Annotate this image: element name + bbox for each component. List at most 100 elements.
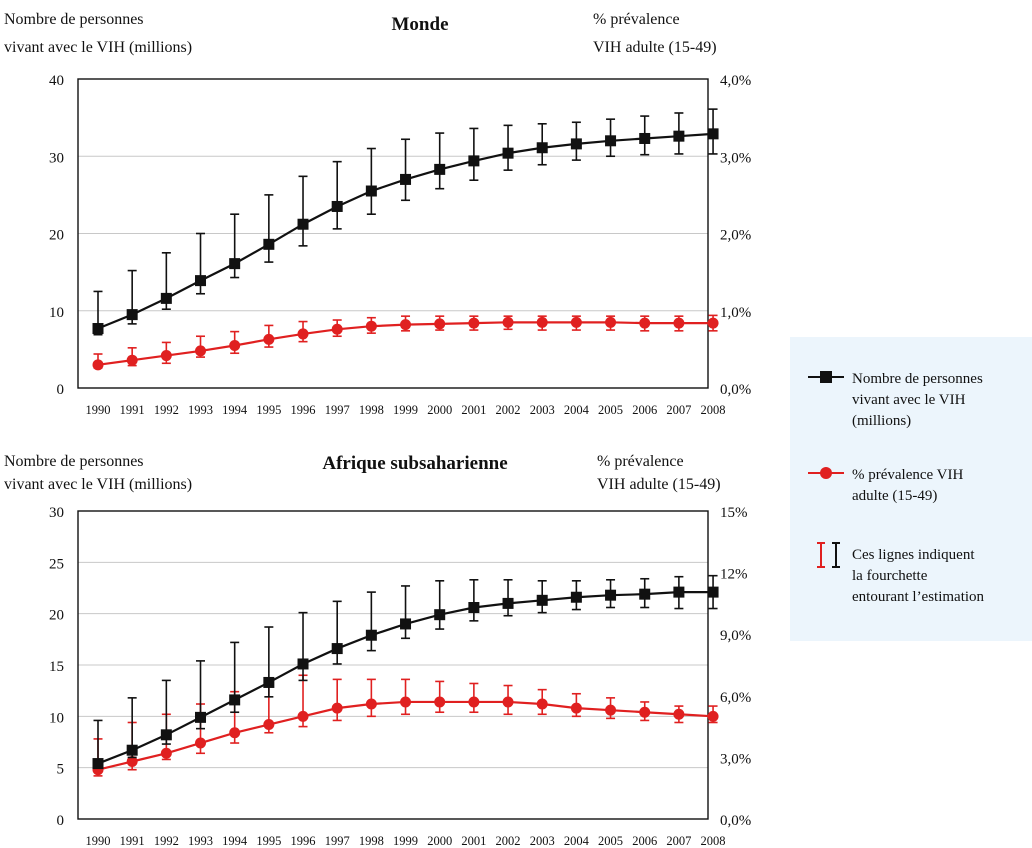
chart-1-right-tick-label: 4,0%	[720, 73, 751, 89]
chart-2-x-tick-label: 1998	[359, 834, 384, 848]
chart-1-right-tick-label: 1,0%	[720, 305, 751, 321]
chart-2-count-point	[195, 711, 207, 723]
chart-2-count-point	[263, 676, 275, 688]
chart-2-count-point	[707, 586, 719, 598]
chart-1-right-axis-title-line-2: VIH adulte (15-49)	[593, 39, 717, 56]
chart-2-count-point	[365, 629, 377, 641]
chart-1-x-tick-label: 1995	[256, 403, 281, 417]
chart-2-count-point	[639, 588, 651, 600]
chart-1-x-tick-label: 1998	[359, 403, 384, 417]
chart-2-x-tick-label: 2003	[530, 834, 555, 848]
chart-2-prevalence-point	[673, 708, 685, 720]
chart-1-x-tick-label: 1994	[222, 403, 248, 417]
chart-2-prevalence-point	[160, 747, 172, 759]
chart-2-prevalence-point	[195, 737, 207, 749]
chart-1-prevalence-point	[195, 345, 207, 357]
chart-2-count-point	[434, 609, 446, 621]
chart-1-x-tick-label: 2000	[427, 403, 452, 417]
chart-1-left-tick-label: 20	[49, 228, 64, 244]
chart-1-count-point	[605, 135, 617, 147]
chart-1-count-point	[331, 200, 343, 212]
chart-1-count-point	[502, 147, 514, 159]
chart-1-left-axis-title-line-2: vivant avec le VIH (millions)	[4, 39, 192, 56]
chart-2-count-point	[400, 618, 412, 630]
chart-1-x-tick-label: 2007	[666, 403, 691, 417]
chart-2-title: Afrique subsaharienne	[322, 453, 507, 474]
chart-monde: Monde Nombre de personnes vivant avec le…	[4, 11, 751, 417]
chart-2-prevalence-point	[570, 702, 582, 714]
legend-range-label-2: la fourchette	[852, 568, 928, 584]
chart-2-plot-area: 0 5 10 15 20 25 30 0,0% 3,0% 6,0% 9,0% 12% 15% 1990 19…	[49, 505, 751, 848]
chart-2-x-tick-label: 2007	[666, 834, 691, 848]
legend-count-label-2: vivant avec le VIH	[852, 392, 966, 408]
legend-red-error-bar-icon	[817, 542, 825, 568]
chart-2-right-tick-label: 0,0%	[720, 813, 751, 829]
chart-2-count-point	[229, 694, 241, 706]
chart-1-prevalence-point	[92, 359, 104, 371]
chart-2-left-axis-title-line-1: Nombre de personnes	[4, 453, 144, 470]
chart-2-left-tick-label: 25	[49, 556, 64, 572]
chart-1-x-tick-label: 1996	[291, 403, 316, 417]
charts-canvas: Monde Nombre de personnes vivant avec le…	[4, 11, 751, 848]
chart-1-prevalence-point	[536, 316, 548, 328]
chart-2-x-tick-label: 2000	[427, 834, 452, 848]
chart-1-count-point	[263, 238, 275, 250]
legend-prev-circle-marker	[820, 467, 832, 479]
chart-2-count-point	[468, 602, 480, 614]
chart-1-count-point	[707, 128, 719, 140]
chart-2-prevalence-point	[126, 756, 138, 768]
chart-2-x-tick-label: 1996	[291, 834, 316, 848]
chart-1-right-tick-label: 2,0%	[720, 228, 751, 244]
chart-2-right-tick-label: 6,0%	[720, 690, 751, 706]
chart-1-prevalence-point	[365, 320, 377, 332]
chart-1-prevalence-point	[297, 328, 309, 340]
chart-1-prevalence-point	[570, 316, 582, 328]
chart-1-left-tick-label: 10	[49, 305, 64, 321]
chart-2-right-tick-label: 3,0%	[720, 751, 751, 767]
chart-1-count-point	[365, 185, 377, 197]
chart-1-x-tick-label: 2004	[564, 403, 590, 417]
legend-prev-label-1: % prévalence VIH	[852, 467, 964, 483]
chart-2-x-tick-label: 2005	[598, 834, 623, 848]
chart-afrique-subsaharienne: Afrique subsaharienne Nombre de personne…	[4, 453, 751, 848]
legend-range-label-3: entourant l’estimation	[852, 589, 985, 605]
chart-1-x-tick-label: 1999	[393, 403, 418, 417]
chart-2-count-point	[297, 658, 309, 670]
chart-1-count-point	[126, 309, 138, 321]
chart-1-prevalence-point	[434, 318, 446, 330]
chart-1-count-point	[400, 173, 412, 185]
legend-graphics: Nombre de personnes vivant avec le VIH (…	[808, 371, 985, 605]
chart-1-prevalence-point	[400, 319, 412, 331]
chart-1-count-point	[92, 323, 104, 335]
chart-2-right-axis-title-line-2: VIH adulte (15-49)	[597, 476, 721, 493]
chart-1-count-point	[195, 275, 207, 287]
chart-1-x-tick-label: 2005	[598, 403, 623, 417]
legend-count-label-1: Nombre de personnes	[852, 371, 983, 387]
chart-2-right-tick-label: 9,0%	[720, 628, 751, 644]
chart-2-prevalence-point	[536, 698, 548, 710]
chart-1-count-point	[434, 163, 446, 175]
chart-2-prevalence-point	[605, 704, 617, 716]
chart-2-frame	[77, 510, 709, 820]
chart-2-left-tick-label: 10	[49, 710, 64, 726]
chart-2-count-point	[673, 586, 685, 598]
chart-2-prevalence-point	[400, 696, 412, 708]
chart-1-x-tick-label: 2006	[632, 403, 657, 417]
chart-2-x-tick-label: 1992	[154, 834, 179, 848]
legend-count-label-3: (millions)	[852, 413, 911, 429]
chart-1-left-tick-label: 30	[49, 150, 64, 166]
chart-2-prevalence-point	[468, 696, 480, 708]
chart-1-count-point	[160, 292, 172, 304]
chart-2-count-point	[126, 744, 138, 756]
chart-2-left-tick-label: 15	[49, 659, 64, 675]
chart-2-count-point	[331, 643, 343, 655]
chart-2-left-tick-label: 5	[57, 762, 65, 778]
chart-1-prevalence-point	[468, 317, 480, 329]
chart-1-x-tick-label: 2002	[496, 403, 521, 417]
chart-2-x-tick-label: 2006	[632, 834, 657, 848]
chart-1-prevalence-point	[229, 340, 241, 352]
legend-count-square-marker	[820, 371, 832, 383]
chart-1-left-tick-label: 0	[57, 382, 65, 398]
chart-1-count-point	[570, 138, 582, 150]
chart-1-count-point	[639, 132, 651, 144]
